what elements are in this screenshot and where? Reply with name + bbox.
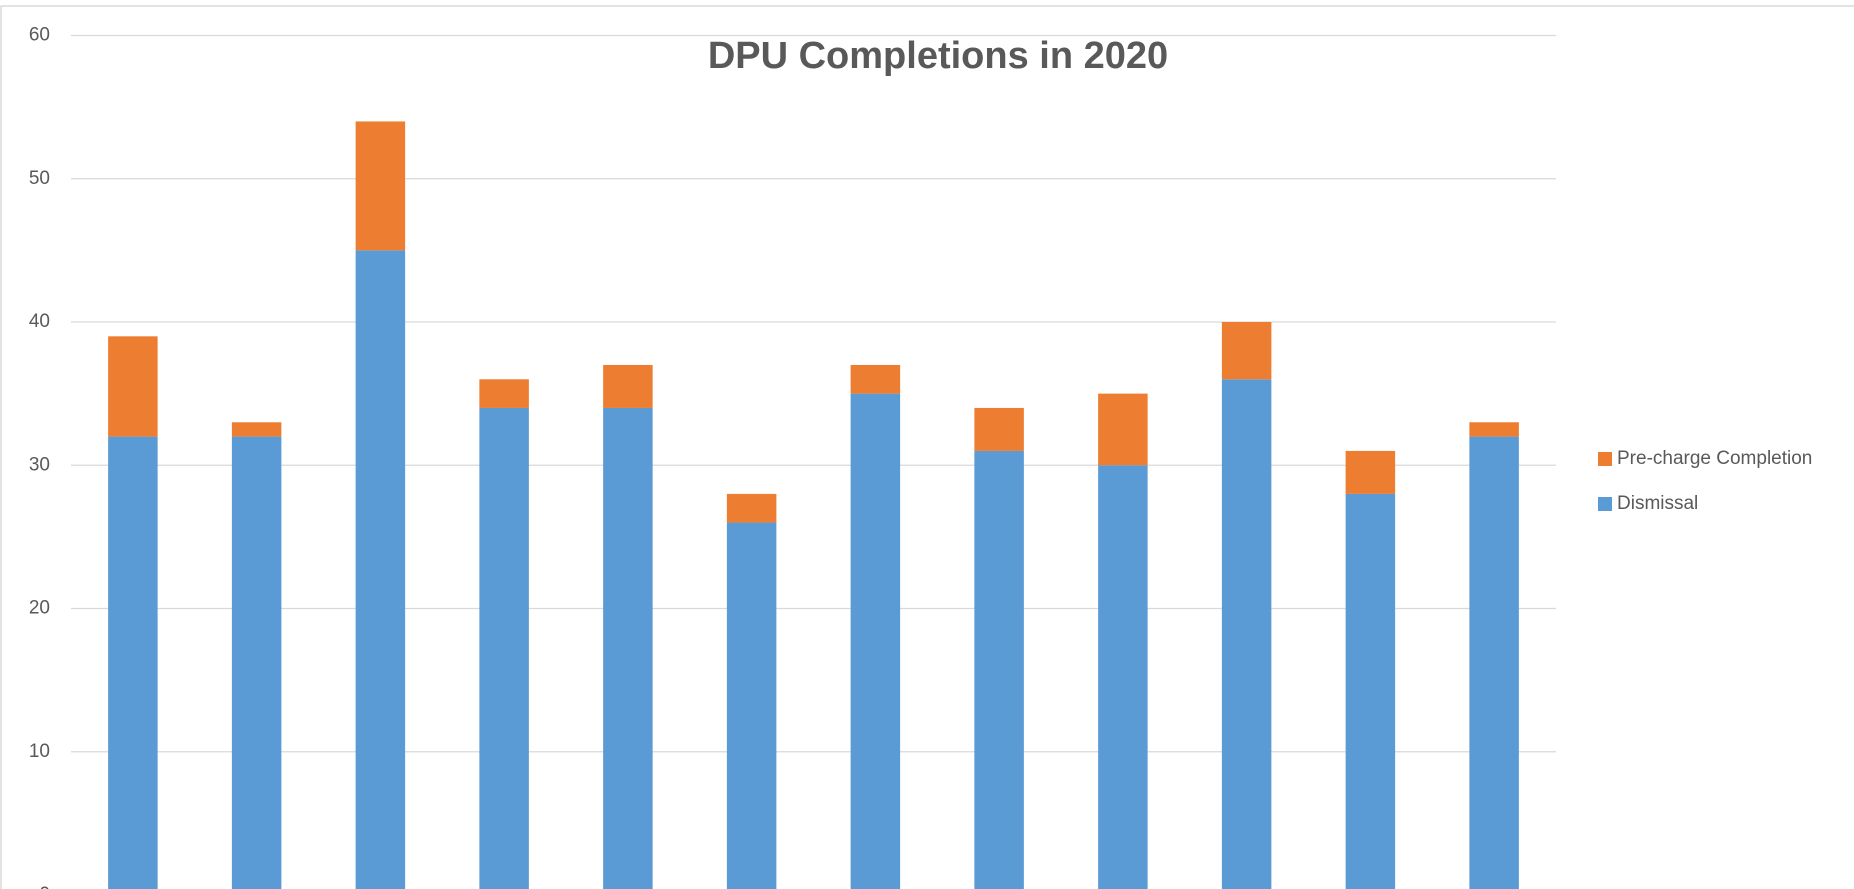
- chart-frame: [0, 5, 1854, 889]
- y-tick-label: 40: [29, 311, 50, 332]
- legend-swatch: [1598, 452, 1612, 466]
- bar-segment: [850, 364, 901, 394]
- bar-segment: [355, 121, 406, 251]
- bar-segment: [1469, 422, 1519, 437]
- bar-segment: [1345, 493, 1396, 889]
- bar-segment: [974, 450, 1024, 889]
- legend-label: Pre-charge Completion: [1617, 448, 1812, 469]
- y-tick-label: 20: [29, 598, 50, 619]
- bar-segment: [603, 407, 653, 889]
- y-tick-label: 0: [39, 884, 50, 889]
- bar-segment: [1345, 450, 1396, 494]
- y-tick-label: 10: [29, 741, 50, 762]
- bar-segment: [1098, 465, 1148, 889]
- bar-segment: [479, 379, 529, 408]
- bars: [108, 121, 1519, 889]
- bar-segment: [108, 336, 158, 437]
- bar-segment: [108, 436, 158, 889]
- bar-segment: [726, 493, 777, 523]
- bar-segment: [479, 407, 529, 889]
- bar-segment: [603, 364, 653, 408]
- chart-title: DPU Completions in 2020: [708, 35, 1168, 77]
- bar-segment: [1221, 379, 1272, 889]
- bar-segment: [231, 436, 282, 889]
- bar-segment: [1469, 436, 1519, 889]
- bar-segment: [1098, 393, 1148, 466]
- bar-segment: [974, 407, 1024, 451]
- grid: [71, 34, 1556, 753]
- y-tick-label: 30: [29, 454, 50, 475]
- bar-segment: [231, 422, 282, 437]
- bar-segment: [1221, 322, 1272, 380]
- y-tick-label: 60: [29, 25, 50, 46]
- bar-segment: [355, 250, 406, 889]
- y-tick-label: 50: [29, 168, 50, 189]
- legend-swatch: [1598, 497, 1612, 511]
- legend-label: Dismissal: [1617, 493, 1698, 514]
- bar-segment: [726, 522, 777, 889]
- bar-segment: [850, 393, 901, 889]
